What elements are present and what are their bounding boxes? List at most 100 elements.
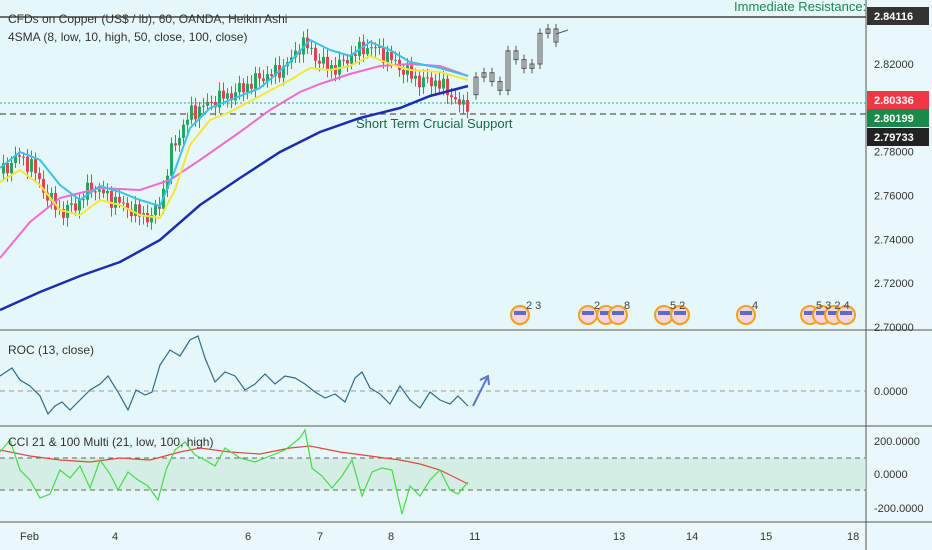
candle-body [330,65,333,70]
moving-averages [0,38,469,312]
flag-stripe [582,311,594,315]
support-price: 2.80199 [874,113,914,125]
candle-body [254,73,257,89]
candle-body [350,54,353,64]
candle-body [170,143,173,176]
time-tick-label: Feb [20,531,39,543]
candle-body [342,59,345,61]
sma10-line [0,38,469,208]
candle-body [210,101,213,103]
candle-body [2,162,5,174]
candle-body [218,90,221,108]
event-badge-label: 8 [624,300,630,312]
flag-stripe [740,311,752,315]
candle-body [394,59,397,61]
candle-body [166,175,169,189]
candle-body [450,95,453,98]
candle-body [462,100,465,105]
candle-body [114,196,117,208]
chart-title: CFDs on Copper (US$ / lb), 60, OANDA, He… [8,12,287,26]
projection-candle [489,72,495,83]
roc-arrow-icon [472,374,490,407]
candle-body [418,75,421,88]
cci-pane [0,428,469,515]
candle-body [430,77,433,87]
candle-body [18,155,21,157]
time-tick-label: 8 [388,531,394,543]
candle-body [382,46,385,64]
candle-body [118,196,121,203]
time-tick-label: 13 [613,531,625,543]
candle-body [230,93,233,101]
candle-body [134,204,137,217]
cci-tick-label: 0.0000 [874,469,908,481]
candle-body [6,162,9,174]
candle-body [346,60,349,64]
low-price-box [867,128,929,146]
candle-body [190,105,193,120]
candle-body [378,46,381,48]
candle-body [50,192,53,201]
flag-stripe [804,311,816,315]
time-axis: Feb 4 6 7 8 11 13 14 15 18 [20,531,859,543]
roc-tick-label: 0.0000 [874,386,908,398]
candle-body [126,203,129,210]
candle-body [110,190,113,208]
candle-body [370,47,373,49]
candle-body [386,51,389,64]
price-tick-label: 2.76000 [874,191,914,203]
projection-candle [545,28,551,34]
candle-body [250,83,253,89]
price-tick-label: 2.82000 [874,59,914,71]
projection-candle [521,59,527,69]
candle-body [194,105,197,120]
cci21-line [0,428,469,515]
candle-body [174,143,177,146]
candle-body [226,93,229,99]
sma-indicator-label: 4SMA (8, low, 10, high, 50, close, 100, … [8,30,247,44]
candle-body [106,190,109,194]
candle-body [362,41,365,55]
event-badge-label: 4 [752,300,758,312]
sma8-line [0,54,469,220]
candle-body [46,192,49,201]
candle-body [34,159,37,174]
price-axis-background [866,0,932,522]
candle-body [154,204,157,215]
candle-body [270,74,273,76]
candle-body [138,204,141,217]
candle-body [94,191,97,193]
roc-line [0,335,469,416]
time-tick-label: 14 [686,531,698,543]
support-price-box [867,109,929,127]
flag-stripe [674,311,686,315]
cci100-line [0,445,469,485]
event-badges: 2 3 2 8 5 2 4 5 3 2 4 [510,300,856,325]
flag-stripe [840,311,852,315]
projection-candle [553,28,559,43]
projection-candle [481,72,487,78]
candle-body [74,203,77,211]
candle-body [146,213,149,223]
candle-body [150,214,153,223]
resistance-label: Immediate Resistance: [734,0,866,14]
low-price: 2.79733 [874,132,914,144]
resistance-price: 2.84116 [874,11,913,23]
time-tick-label: 18 [847,531,859,543]
current-price: 2.80336 [874,95,914,107]
projection-candle [497,81,503,91]
projection-line [555,29,569,35]
candle-body [182,124,185,138]
cci-tick-label: 200.0000 [874,436,920,448]
event-badge-label: 2 [594,300,600,312]
time-tick-label: 7 [317,531,323,543]
time-tick-label: 11 [469,531,480,543]
candle-body [78,199,81,211]
candle-body [222,90,225,99]
candle-body [458,99,461,105]
candle-body [82,199,85,201]
candle-body [310,47,313,49]
candle-body [446,78,449,96]
candle-body [274,64,277,76]
